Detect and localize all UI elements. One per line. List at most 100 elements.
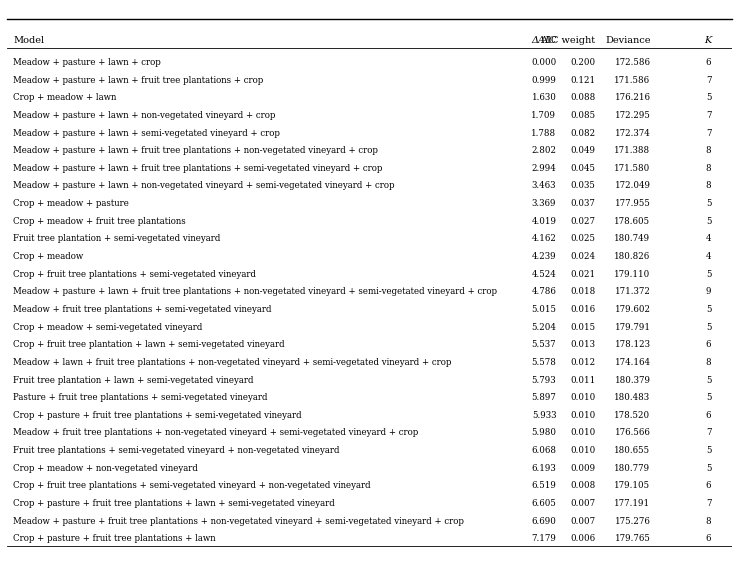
Text: 6: 6	[706, 482, 712, 491]
Text: 5: 5	[706, 199, 712, 208]
Text: 0.027: 0.027	[571, 217, 596, 226]
Text: 4: 4	[706, 252, 712, 261]
Text: 7: 7	[706, 499, 712, 508]
Text: 0.018: 0.018	[571, 287, 596, 296]
Text: 5.897: 5.897	[531, 393, 556, 402]
Text: Crop + pasture + fruit tree plantations + lawn: Crop + pasture + fruit tree plantations …	[13, 534, 216, 543]
Text: 5.204: 5.204	[531, 323, 556, 332]
Text: Crop + meadow + semi-vegetated vineyard: Crop + meadow + semi-vegetated vineyard	[13, 323, 202, 332]
Text: Crop + meadow + lawn: Crop + meadow + lawn	[13, 93, 117, 102]
Text: 5: 5	[706, 446, 712, 455]
Text: 179.765: 179.765	[615, 534, 650, 543]
Text: 179.105: 179.105	[614, 482, 650, 491]
Text: 178.520: 178.520	[614, 411, 650, 420]
Text: Fruit tree plantation + lawn + semi-vegetated vineyard: Fruit tree plantation + lawn + semi-vege…	[13, 375, 253, 384]
Text: 172.586: 172.586	[615, 58, 650, 67]
Text: 1.709: 1.709	[531, 111, 556, 120]
Text: 0.025: 0.025	[571, 234, 596, 243]
Text: 5.015: 5.015	[531, 305, 556, 314]
Text: Crop + fruit tree plantations + semi-vegetated vineyard + non-vegetated vineyard: Crop + fruit tree plantations + semi-veg…	[13, 482, 371, 491]
Text: 5: 5	[706, 375, 712, 384]
Text: 176.566: 176.566	[615, 428, 650, 437]
Text: 0.010: 0.010	[571, 411, 596, 420]
Text: Model: Model	[13, 36, 44, 45]
Text: K: K	[704, 36, 712, 45]
Text: 5: 5	[706, 305, 712, 314]
Text: 0.000: 0.000	[531, 58, 556, 67]
Text: Meadow + fruit tree plantations + semi-vegetated vineyard: Meadow + fruit tree plantations + semi-v…	[13, 305, 272, 314]
Text: 6: 6	[706, 340, 712, 349]
Text: 5: 5	[706, 270, 712, 279]
Text: Crop + fruit tree plantation + lawn + semi-vegetated vineyard: Crop + fruit tree plantation + lawn + se…	[13, 340, 285, 349]
Text: 5: 5	[706, 323, 712, 332]
Text: 179.791: 179.791	[615, 323, 650, 332]
Text: 179.602: 179.602	[615, 305, 650, 314]
Text: 4.162: 4.162	[531, 234, 556, 243]
Text: Meadow + pasture + lawn + fruit tree plantations + crop: Meadow + pasture + lawn + fruit tree pla…	[13, 76, 263, 85]
Text: 1.788: 1.788	[531, 129, 556, 138]
Text: 177.955: 177.955	[615, 199, 650, 208]
Text: Fruit tree plantation + semi-vegetated vineyard: Fruit tree plantation + semi-vegetated v…	[13, 234, 220, 243]
Text: 179.110: 179.110	[614, 270, 650, 279]
Text: 6.690: 6.690	[531, 516, 556, 525]
Text: 6.193: 6.193	[531, 464, 556, 473]
Text: 1.630: 1.630	[531, 93, 556, 102]
Text: 0.024: 0.024	[571, 252, 596, 261]
Text: 5.933: 5.933	[532, 411, 556, 420]
Text: 0.121: 0.121	[571, 76, 596, 85]
Text: 4.786: 4.786	[531, 287, 556, 296]
Text: ΔAIC: ΔAIC	[531, 36, 556, 45]
Text: 0.007: 0.007	[571, 516, 596, 525]
Text: 7: 7	[706, 76, 712, 85]
Text: 6.068: 6.068	[531, 446, 556, 455]
Text: 174.164: 174.164	[615, 358, 650, 367]
Text: 5.980: 5.980	[531, 428, 556, 437]
Text: 6: 6	[706, 411, 712, 420]
Text: 5.578: 5.578	[531, 358, 556, 367]
Text: 180.379: 180.379	[615, 375, 650, 384]
Text: Meadow + pasture + fruit tree plantations + non-vegetated vineyard + semi-vegeta: Meadow + pasture + fruit tree plantation…	[13, 516, 464, 525]
Text: Meadow + lawn + fruit tree plantations + non-vegetated vineyard + semi-vegetated: Meadow + lawn + fruit tree plantations +…	[13, 358, 452, 367]
Text: 0.999: 0.999	[531, 76, 556, 85]
Text: 9: 9	[706, 287, 712, 296]
Text: 177.191: 177.191	[614, 499, 650, 508]
Text: 4.019: 4.019	[531, 217, 556, 226]
Text: 6.519: 6.519	[531, 482, 556, 491]
Text: 180.826: 180.826	[614, 252, 650, 261]
Text: 8: 8	[706, 164, 712, 173]
Text: 180.483: 180.483	[614, 393, 650, 402]
Text: 4.524: 4.524	[531, 270, 556, 279]
Text: 2.994: 2.994	[531, 164, 556, 173]
Text: 0.006: 0.006	[571, 534, 596, 543]
Text: Crop + pasture + fruit tree plantations + lawn + semi-vegetated vineyard: Crop + pasture + fruit tree plantations …	[13, 499, 335, 508]
Text: 7: 7	[706, 129, 712, 138]
Text: 5: 5	[706, 464, 712, 473]
Text: Crop + pasture + fruit tree plantations + semi-vegetated vineyard: Crop + pasture + fruit tree plantations …	[13, 411, 302, 420]
Text: 5: 5	[706, 217, 712, 226]
Text: 2.802: 2.802	[531, 146, 556, 155]
Text: 7: 7	[706, 428, 712, 437]
Text: 0.016: 0.016	[571, 305, 596, 314]
Text: 4.239: 4.239	[532, 252, 556, 261]
Text: 0.010: 0.010	[571, 428, 596, 437]
Text: 7: 7	[706, 111, 712, 120]
Text: 178.123: 178.123	[615, 340, 650, 349]
Text: 5.537: 5.537	[532, 340, 556, 349]
Text: 171.388: 171.388	[614, 146, 650, 155]
Text: 8: 8	[706, 358, 712, 367]
Text: Meadow + pasture + lawn + non-vegetated vineyard + semi-vegetated vineyard + cro: Meadow + pasture + lawn + non-vegetated …	[13, 182, 395, 191]
Text: Meadow + fruit tree plantations + non-vegetated vineyard + semi-vegetated vineya: Meadow + fruit tree plantations + non-ve…	[13, 428, 418, 437]
Text: 0.037: 0.037	[571, 199, 596, 208]
Text: 178.605: 178.605	[614, 217, 650, 226]
Text: 0.010: 0.010	[571, 446, 596, 455]
Text: 0.045: 0.045	[571, 164, 596, 173]
Text: 0.082: 0.082	[571, 129, 596, 138]
Text: Crop + meadow + pasture: Crop + meadow + pasture	[13, 199, 129, 208]
Text: 8: 8	[706, 516, 712, 525]
Text: 171.586: 171.586	[614, 76, 650, 85]
Text: Meadow + pasture + lawn + crop: Meadow + pasture + lawn + crop	[13, 58, 161, 67]
Text: 0.011: 0.011	[571, 375, 596, 384]
Text: 5: 5	[706, 393, 712, 402]
Text: Meadow + pasture + lawn + semi-vegetated vineyard + crop: Meadow + pasture + lawn + semi-vegetated…	[13, 129, 280, 138]
Text: 0.013: 0.013	[571, 340, 596, 349]
